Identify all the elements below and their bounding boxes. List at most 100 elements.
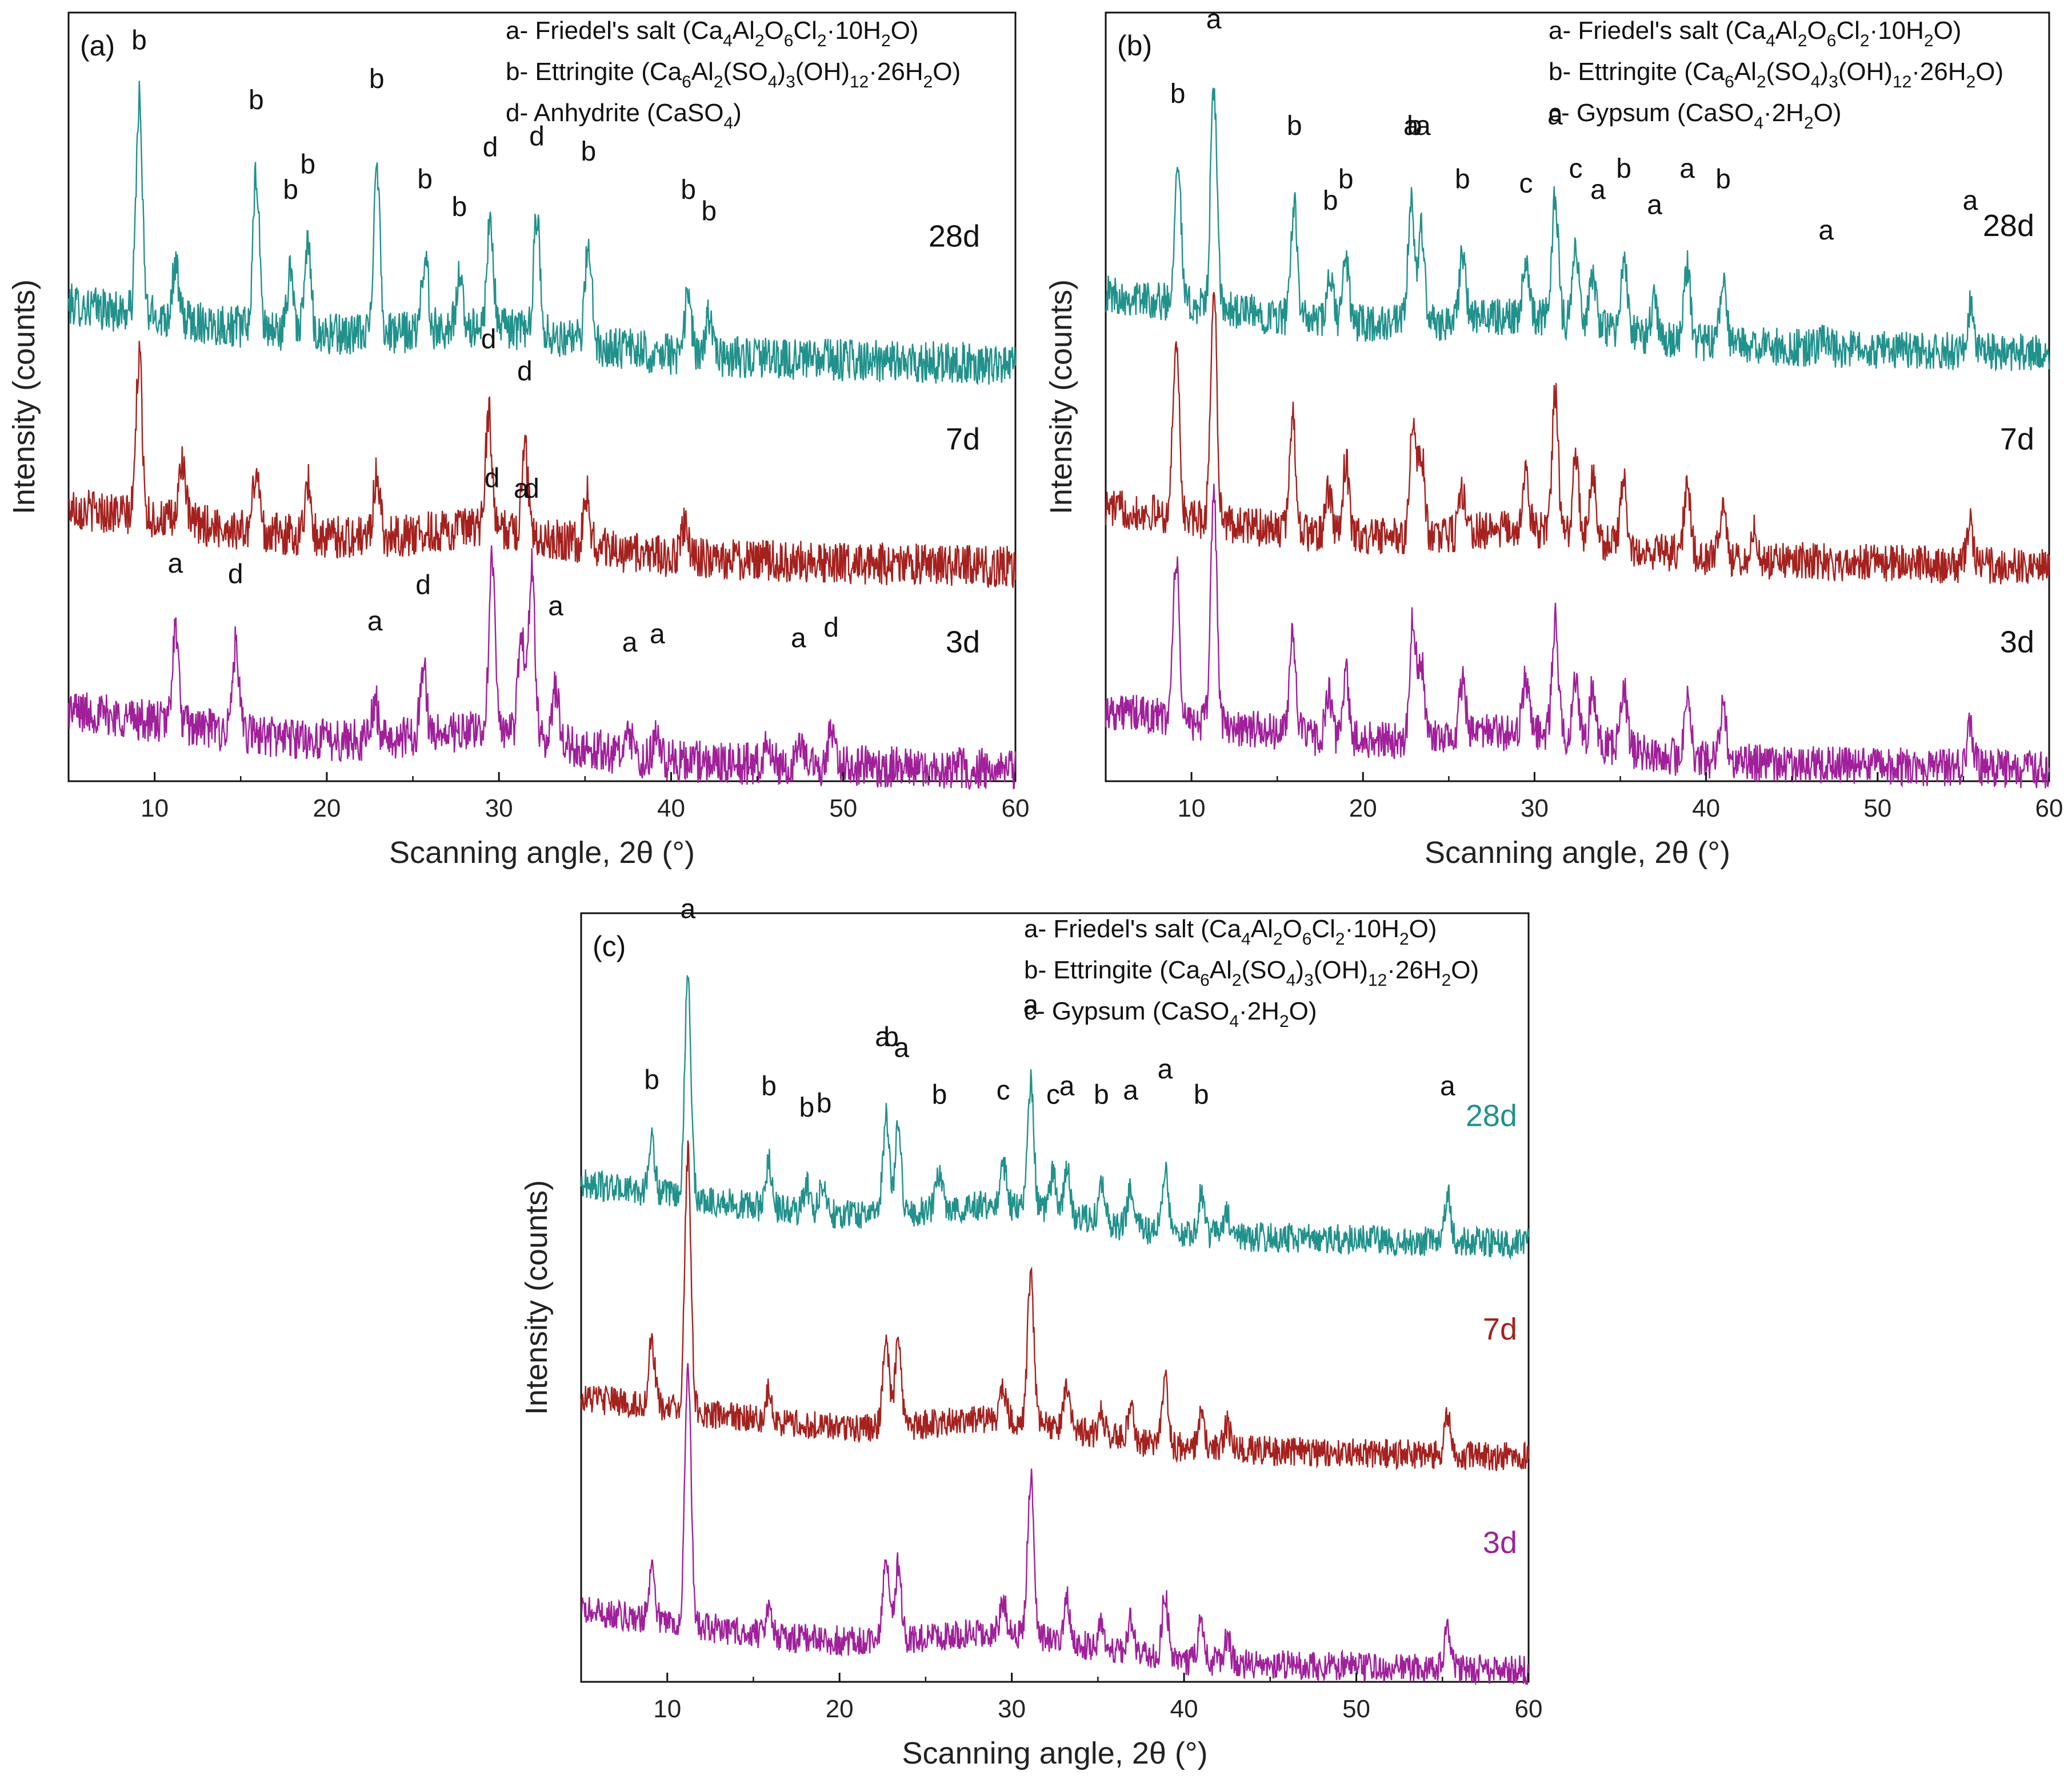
peak-annotation: b — [1455, 164, 1470, 194]
series-label-3d: 3d — [1483, 1526, 1517, 1560]
legend-entry-b: b- Ettringite (Ca6Al2(SO4)3(OH)12·26H2O) — [1549, 58, 2003, 91]
peak-annotation: b — [283, 175, 298, 205]
peak-annotation: a — [875, 1022, 890, 1053]
peak-annotation: a — [791, 623, 806, 654]
series-line-7d — [1105, 292, 2050, 585]
series-label-3d: 3d — [946, 625, 980, 659]
x-tick-label: 50 — [1863, 794, 1891, 822]
peak-annotation: d — [524, 474, 539, 504]
series-label-7d: 7d — [2000, 422, 2034, 457]
x-tick-label: 60 — [2035, 794, 2063, 822]
peak-annotation: c — [1519, 169, 1533, 199]
peak-annotation: a — [514, 474, 529, 504]
peak-annotation: a — [622, 627, 638, 658]
peak-annotation: b — [644, 1065, 659, 1095]
x-axis-title: Scanning angle, 2θ (°) — [389, 835, 695, 870]
peak-annotation: a — [1023, 990, 1038, 1021]
peak-annotation: a — [1547, 100, 1563, 130]
peak-annotation: b — [883, 1022, 899, 1053]
legend-entry-b: b- Ettringite (Ca6Al2(SO4)3(OH)12·26H2O) — [1024, 956, 1479, 990]
legend-entry-d: d- Anhydrite (CaSO4) — [506, 99, 742, 133]
plot-frame — [1105, 11, 2050, 782]
series-line-28d — [580, 975, 1530, 1261]
peak-annotation: b — [1616, 154, 1631, 184]
legend-entry-c: c- Gypsum (CaSO4·2H2O) — [1024, 997, 1317, 1031]
x-tick-label: 30 — [998, 1695, 1026, 1723]
peak-annotation: d — [823, 613, 839, 643]
peak-annotation: b — [1338, 164, 1354, 194]
peak-annotation: b — [1715, 164, 1731, 194]
peak-annotation: d — [485, 463, 500, 494]
series-label-28d: 28d — [1466, 1098, 1517, 1133]
x-tick-label: 50 — [1342, 1695, 1370, 1723]
peak-annotation: b — [369, 64, 385, 94]
peak-annotation: b — [1194, 1080, 1209, 1110]
series-line-28d — [67, 81, 1017, 386]
peak-annotation: b — [932, 1080, 947, 1110]
y-axis-title: Intensity (counts) — [1044, 279, 1078, 514]
peak-annotation: b — [1094, 1080, 1109, 1110]
x-tick-label: 10 — [1178, 794, 1206, 822]
peak-annotation: d — [517, 357, 533, 387]
peak-annotation: b — [300, 149, 315, 179]
peak-annotation: b — [817, 1089, 832, 1119]
peak-annotation: b — [1287, 111, 1302, 141]
panel-label: (a) — [80, 30, 115, 62]
peak-annotation: c — [1569, 154, 1582, 184]
plot-frame — [67, 11, 1017, 782]
series-line-28d — [1105, 87, 2050, 372]
peak-annotation: a — [167, 549, 183, 579]
x-tick-label: 40 — [1170, 1695, 1198, 1723]
peak-annotation: a — [1440, 1072, 1455, 1102]
peak-annotation: b — [581, 137, 596, 167]
peak-annotation: d — [415, 570, 431, 600]
series-line-3d — [1105, 483, 2050, 789]
peak-annotation: a — [1206, 4, 1222, 34]
peak-annotation: b — [1170, 79, 1186, 109]
peak-annotation: a — [1158, 1054, 1173, 1085]
x-tick-label: 20 — [826, 1695, 854, 1723]
legend-entry-a: a- Friedel's salt (Ca4Al2O6Cl2·10H2O) — [1024, 915, 1437, 949]
x-tick-label: 30 — [1521, 794, 1549, 822]
peak-annotation: b — [249, 85, 264, 115]
peak-annotation: c — [1046, 1080, 1060, 1110]
legend-entry-a: a- Friedel's salt (Ca4Al2O6Cl2·10H2O) — [1549, 17, 1961, 50]
peak-annotation: a — [1647, 190, 1662, 220]
plot-frame — [580, 912, 1530, 1683]
series-label-7d: 7d — [1483, 1312, 1517, 1346]
peak-annotation: a — [367, 606, 383, 637]
peak-annotation: b — [131, 26, 147, 56]
x-tick-label: 30 — [485, 794, 513, 822]
peak-annotation: b — [701, 197, 717, 227]
peak-annotation: b — [681, 175, 696, 205]
series-label-7d: 7d — [946, 422, 980, 457]
peak-annotation: a — [1415, 111, 1431, 141]
x-tick-label: 10 — [141, 794, 169, 822]
legend-entry-b: b- Ettringite (Ca6Al2(SO4)3(OH)12·26H2O) — [506, 58, 961, 91]
x-tick-label: 40 — [657, 794, 685, 822]
peak-annotation: b — [417, 164, 433, 194]
panel-label: (b) — [1117, 30, 1152, 62]
peak-annotation: d — [483, 132, 498, 162]
peak-annotation: a — [1679, 154, 1695, 184]
x-tick-label: 20 — [1349, 794, 1377, 822]
peak-annotation: d — [529, 122, 545, 152]
series-label-3d: 3d — [2000, 625, 2034, 659]
series-line-7d — [67, 341, 1017, 589]
legend-entry-a: a- Friedel's salt (Ca4Al2O6Cl2·10H2O) — [506, 17, 918, 50]
series-line-3d — [67, 545, 1017, 790]
series-label-28d: 28d — [929, 219, 980, 254]
peak-annotation: a — [1590, 175, 1606, 205]
x-tick-label: 40 — [1692, 794, 1720, 822]
peak-annotation: b — [799, 1093, 815, 1123]
peak-annotation: a — [650, 619, 665, 649]
x-axis-title: Scanning angle, 2θ (°) — [1425, 835, 1730, 870]
peak-annotation: b — [761, 1072, 777, 1102]
peak-annotation: a — [894, 1033, 909, 1063]
peak-annotation: b — [1407, 111, 1422, 141]
peak-annotation: d — [228, 559, 243, 590]
series-line-7d — [580, 1140, 1530, 1472]
peak-annotation: a — [1123, 1076, 1138, 1106]
